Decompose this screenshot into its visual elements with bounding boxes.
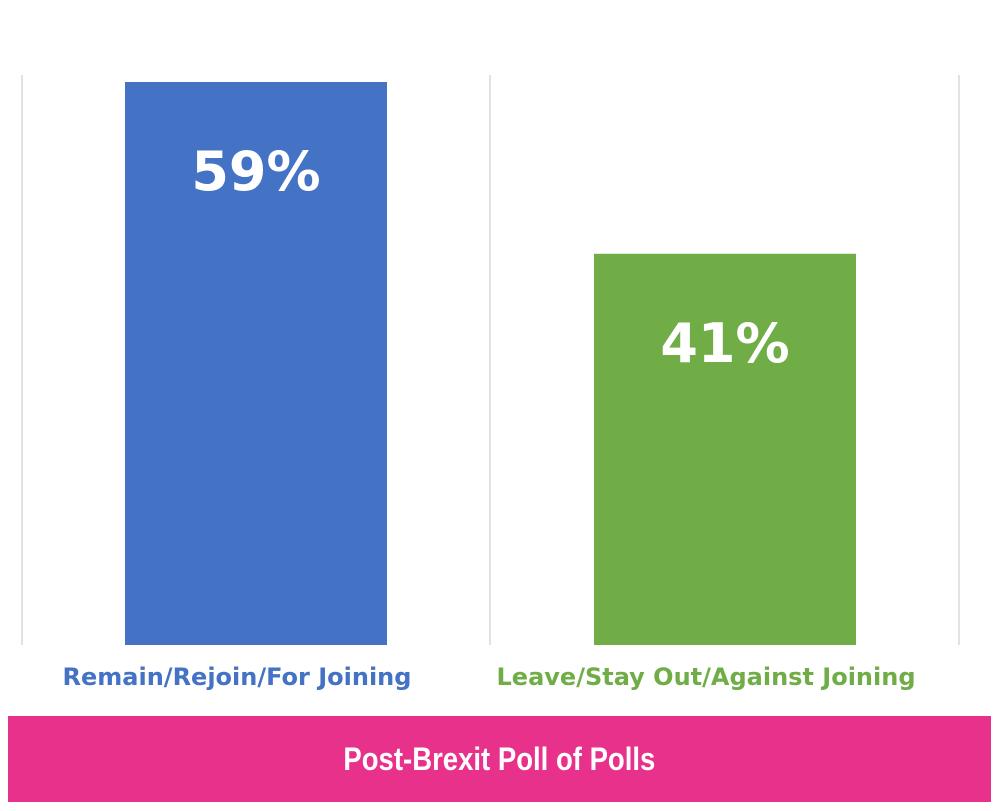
category-label-1: Remain/Rejoin/For Joining (63, 663, 412, 691)
bar-chart: 59% Remain/Rejoin/For Joining 41% Leave/Sta… (21, 75, 960, 691)
title-banner: Post-Brexit Poll of Polls (8, 716, 991, 802)
chart-title: Post-Brexit Poll of Polls (343, 740, 656, 777)
category-label-2: Leave/Stay Out/Against Joining (497, 663, 916, 691)
bar-2 (594, 253, 856, 646)
bar-value-label-2: 41% (660, 312, 789, 375)
bar-value-label-1: 59% (191, 140, 320, 203)
bar-1 (125, 82, 387, 645)
chart-area: 59% Remain/Rejoin/For Joining 41% Leave/Sta… (21, 75, 960, 691)
